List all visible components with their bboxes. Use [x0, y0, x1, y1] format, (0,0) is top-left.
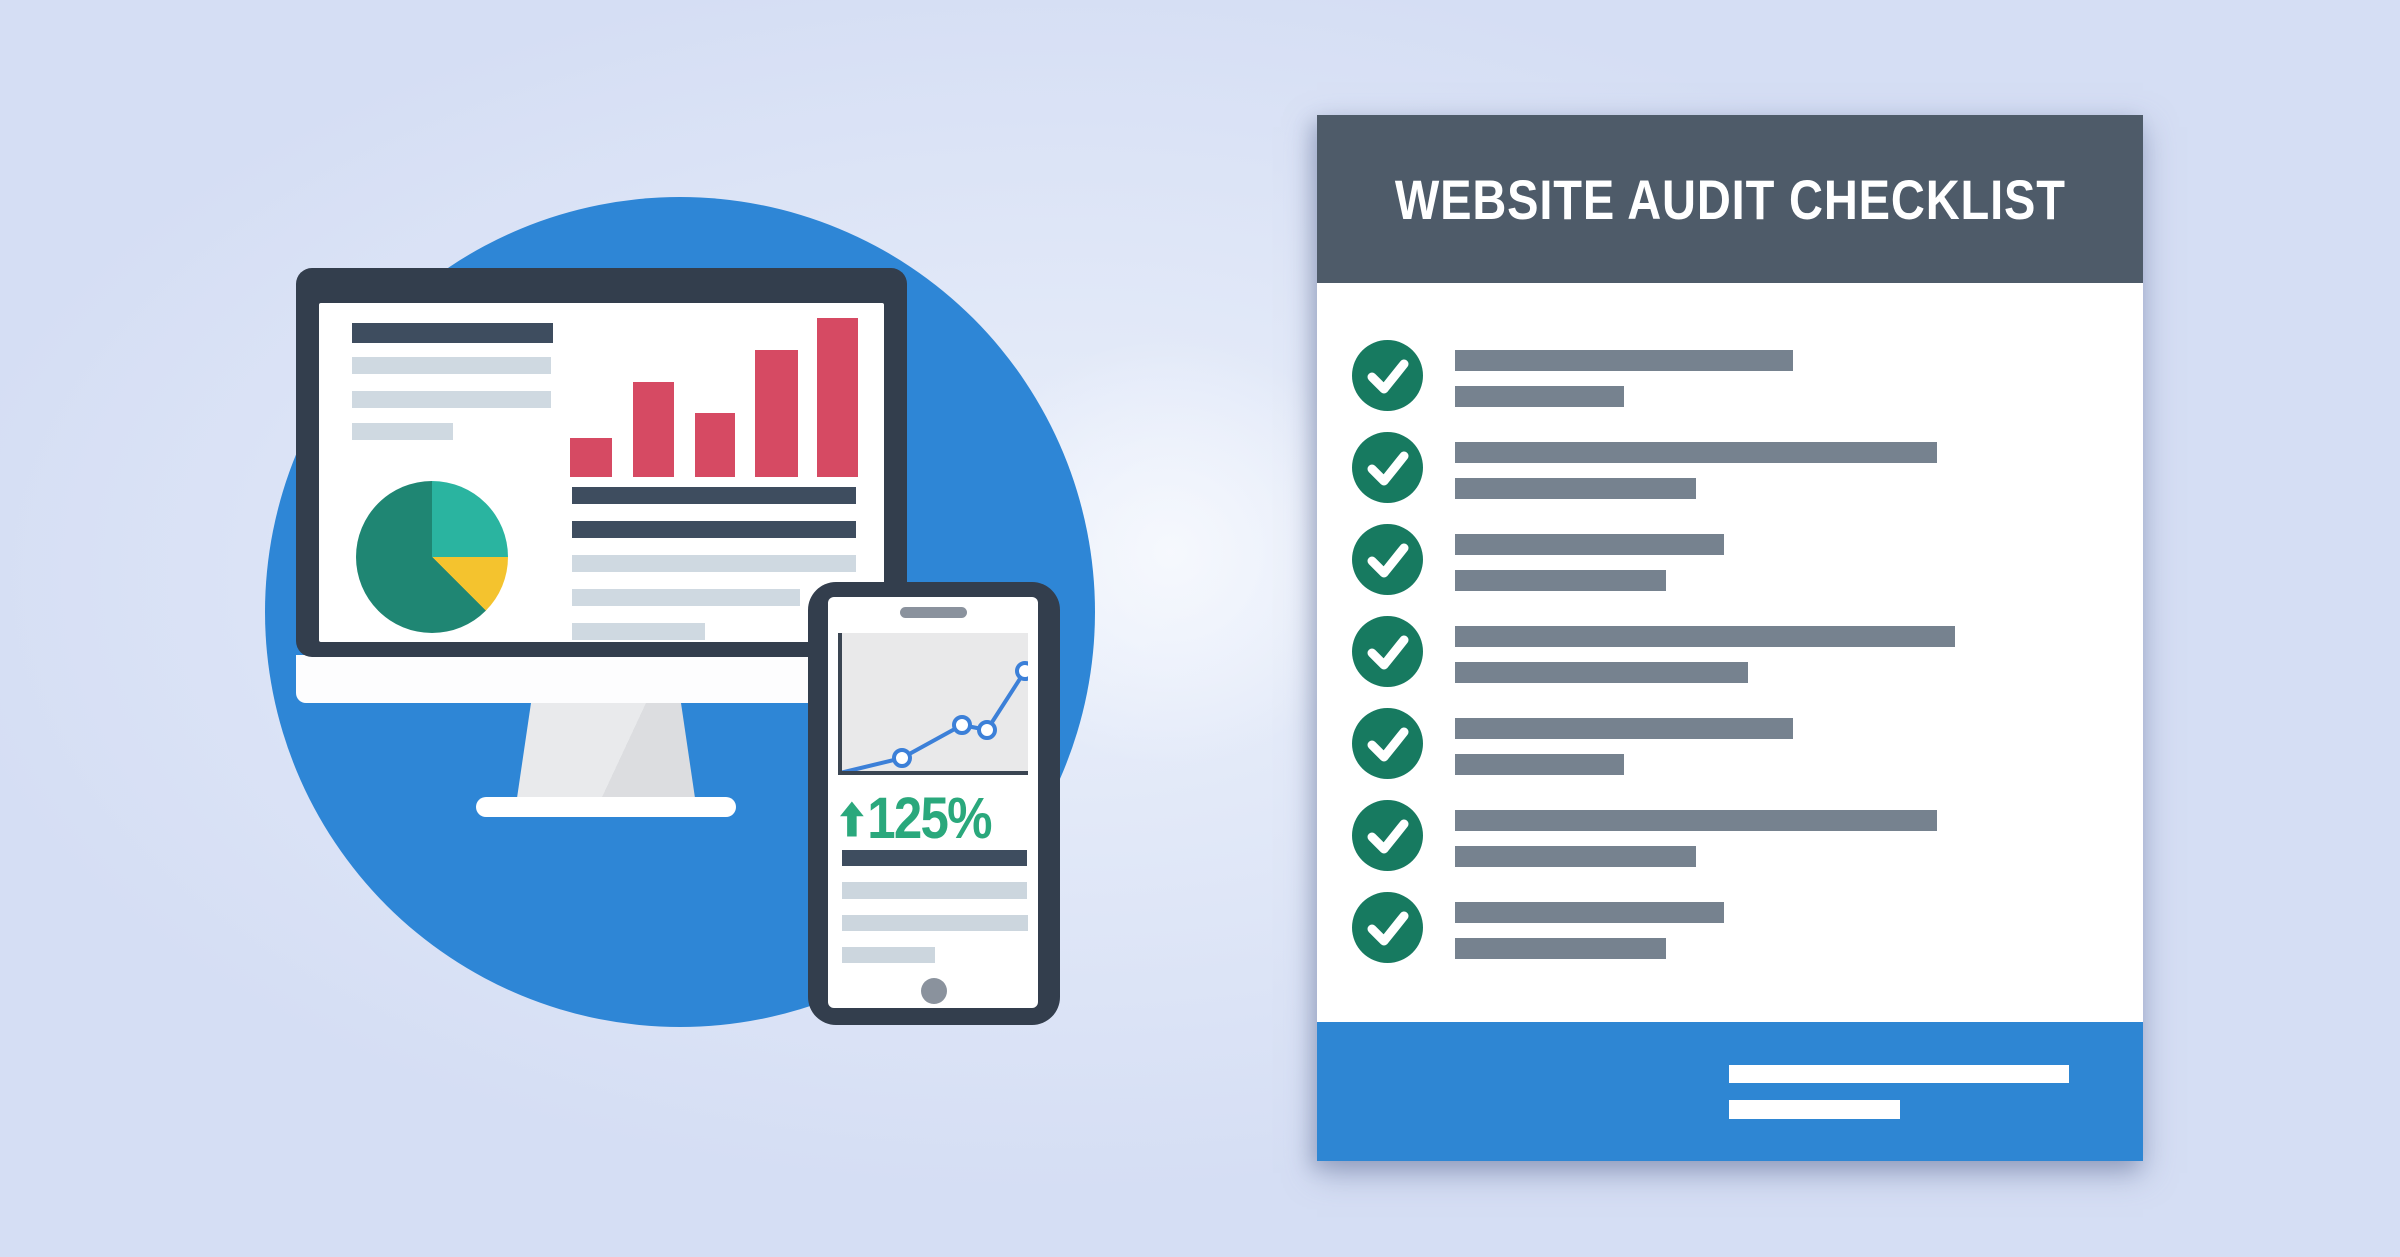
- monitor-base: [476, 797, 736, 817]
- check-icon: [1352, 892, 1423, 963]
- bar-chart-bar: [817, 318, 858, 477]
- placeholder-line: [352, 357, 551, 374]
- item-text-line: [1455, 810, 1937, 831]
- item-text-line: [1455, 626, 1955, 647]
- pie-chart-icon: [356, 481, 508, 633]
- item-subtext-line: [1455, 938, 1666, 959]
- placeholder-line: [572, 487, 856, 504]
- line-markers: [892, 661, 1028, 768]
- document-title: WEBSITE AUDIT CHECKLIST: [1394, 167, 2066, 231]
- home-button-icon: [921, 978, 947, 1004]
- checklist-item: [1317, 800, 2143, 892]
- check-icon: [1352, 524, 1423, 595]
- footer-line: [1729, 1065, 2069, 1083]
- item-subtext-line: [1455, 478, 1696, 499]
- placeholder-line: [842, 882, 1027, 899]
- x-axis: [838, 771, 1028, 775]
- checklist-item: [1317, 524, 2143, 616]
- document-header: WEBSITE AUDIT CHECKLIST: [1317, 115, 2143, 283]
- monitor-chin: [296, 655, 907, 703]
- checklist-item: [1317, 616, 2143, 708]
- placeholder-line: [842, 915, 1028, 931]
- monitor: [296, 268, 907, 657]
- phone-screen: 125%: [828, 597, 1038, 1008]
- up-arrow-icon: [840, 800, 864, 837]
- item-text-line: [1455, 902, 1724, 923]
- checklist-item: [1317, 432, 2143, 524]
- checklist-item: [1317, 340, 2143, 432]
- footer-line: [1729, 1100, 1900, 1119]
- item-subtext-line: [1455, 754, 1624, 775]
- phone-speaker-icon: [900, 607, 967, 618]
- check-icon: [1352, 340, 1423, 411]
- placeholder-line: [572, 623, 705, 640]
- placeholder-line: [352, 391, 551, 408]
- placeholder-line: [572, 589, 800, 606]
- item-subtext-line: [1455, 662, 1748, 683]
- item-text-line: [1455, 350, 1793, 371]
- item-text-line: [1455, 534, 1724, 555]
- check-icon: [1352, 708, 1423, 779]
- line-chart: [838, 633, 1028, 775]
- checklist-document: WEBSITE AUDIT CHECKLIST: [1317, 115, 2143, 1161]
- placeholder-line: [572, 521, 856, 538]
- monitor-screen: [319, 303, 884, 642]
- item-subtext-line: [1455, 570, 1666, 591]
- growth-value: 125%: [867, 786, 992, 851]
- document-footer: [1317, 1022, 2143, 1161]
- check-icon: [1352, 432, 1423, 503]
- placeholder-line: [352, 323, 553, 343]
- check-icon: [1352, 616, 1423, 687]
- growth-stat: 125%: [840, 785, 993, 852]
- item-text-line: [1455, 442, 1937, 463]
- y-axis: [838, 633, 842, 775]
- placeholder-line: [842, 850, 1027, 866]
- chart-background: [838, 633, 1028, 775]
- monitor-stand: [517, 703, 695, 798]
- placeholder-line: [352, 423, 453, 440]
- bar-chart-bar: [695, 413, 735, 477]
- checklist-items: [1317, 283, 2143, 1022]
- checklist-item: [1317, 708, 2143, 800]
- item-text-line: [1455, 718, 1793, 739]
- bar-chart-bar: [570, 438, 612, 477]
- checklist-item: [1317, 892, 2143, 984]
- bar-chart-bar: [633, 382, 674, 477]
- placeholder-line: [572, 555, 856, 572]
- bar-chart-bar: [755, 350, 798, 477]
- check-icon: [1352, 800, 1423, 871]
- phone: 125%: [808, 582, 1060, 1025]
- item-subtext-line: [1455, 386, 1624, 407]
- placeholder-line: [842, 947, 935, 963]
- item-subtext-line: [1455, 846, 1696, 867]
